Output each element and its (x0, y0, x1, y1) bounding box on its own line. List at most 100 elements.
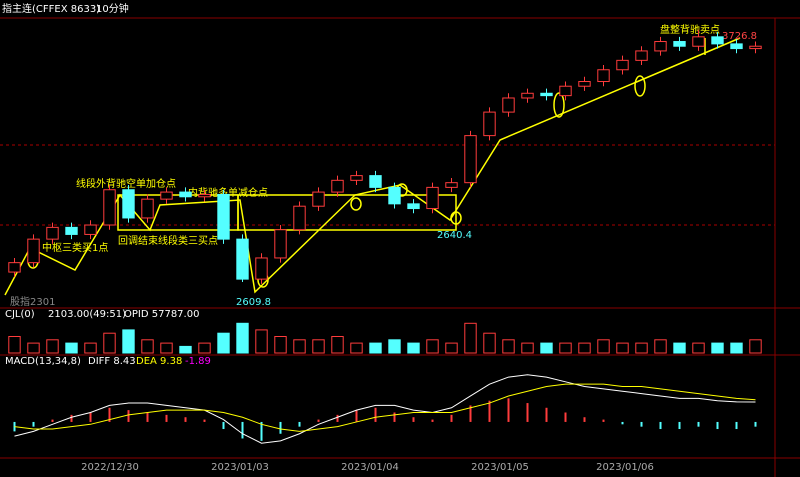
volume-bar (141, 339, 154, 354)
period[interactable]: 10分钟 (96, 2, 129, 15)
candle-body (369, 175, 382, 188)
contract-label: 股指2301 (10, 295, 55, 308)
candle-body (46, 226, 59, 240)
candle-body (407, 203, 420, 210)
volume-bar (730, 342, 743, 354)
volume-bar (654, 339, 667, 354)
volume-bar (369, 342, 382, 354)
candle-body (502, 97, 515, 113)
candle-body (350, 175, 363, 181)
price-label: 2640.4 (437, 230, 472, 241)
candle-body (331, 179, 344, 193)
volume-bar (293, 339, 306, 354)
candle-body (426, 186, 439, 210)
volume-bar (350, 342, 363, 354)
candle-body (464, 135, 477, 184)
volume-bar (521, 342, 534, 354)
candle-body (616, 59, 629, 71)
candle-body (312, 191, 325, 207)
volume-header: 2103.00(49:51) (48, 309, 126, 320)
candle-body (597, 69, 610, 83)
candle-body (692, 36, 705, 47)
candle-body (255, 257, 268, 280)
volume-bar (255, 329, 268, 354)
candle-body (293, 205, 306, 231)
candle-body (217, 193, 230, 240)
candle-body (122, 189, 135, 219)
price-label: 2609.8 (236, 297, 271, 308)
volume-bar (692, 342, 705, 354)
volume-bar (540, 342, 553, 354)
volume-bar (236, 322, 249, 354)
volume-bar (331, 336, 344, 354)
candle-body (179, 191, 192, 198)
annotation: 回调结束线段类三买点 (118, 234, 218, 247)
volume-bar (502, 339, 515, 354)
candle-body (141, 198, 154, 219)
candle-body (749, 45, 762, 50)
candle-body (730, 43, 743, 50)
candle-body (521, 92, 534, 99)
volume-bar (122, 329, 135, 354)
top-bar (0, 0, 800, 18)
volume-bar (46, 339, 59, 354)
candle-body (711, 36, 724, 45)
date-label: 2023/01/04 (341, 462, 399, 473)
candle-body (27, 238, 40, 264)
candle-body (65, 226, 78, 235)
volume-header: CJL(0) (5, 309, 35, 320)
volume-bar (8, 336, 21, 354)
volume-bar (445, 342, 458, 354)
symbol: 指主连(CFFEX 8633) (2, 2, 100, 15)
volume-bar (483, 332, 496, 354)
annotation: 线段外背驰空单加仓点 (76, 177, 176, 190)
volume-bar (711, 342, 724, 354)
volume-bar (559, 342, 572, 354)
candle-body (160, 191, 173, 200)
macd-diff-line (14, 374, 756, 444)
candle-body (635, 50, 648, 61)
candle-body (540, 92, 553, 97)
volume-bar (160, 342, 173, 354)
date-label: 2023/01/05 (471, 462, 529, 473)
candle-body (8, 262, 21, 273)
volume-bar (388, 339, 401, 354)
annotation: 盘整背驰卖点 (660, 23, 720, 36)
volume-bar (616, 342, 629, 354)
candle-body (673, 41, 686, 47)
macd-dea-line (14, 383, 756, 432)
date-label: 2023/01/06 (596, 462, 654, 473)
volume-bar (749, 339, 762, 354)
candle-body (103, 189, 116, 226)
volume-bar (673, 342, 686, 354)
macd-header: DIFF 8.43 (88, 356, 136, 367)
candle-body (84, 224, 97, 235)
analysis-drawings (4, 37, 741, 296)
candle-body (198, 193, 211, 198)
date-label: 2022/12/30 (81, 462, 139, 473)
volume-bar (407, 342, 420, 354)
volume-header: OPID 57787.00 (124, 309, 199, 320)
volume-bar (578, 342, 591, 354)
volume-bar (217, 332, 230, 354)
candle-body (483, 111, 496, 137)
macd-header: -1.89 (185, 356, 211, 367)
date-label: 2023/01/03 (211, 462, 269, 473)
volume-bar (27, 342, 40, 354)
volume-bar (635, 342, 648, 354)
volume-bar (426, 339, 439, 354)
candle-body (578, 81, 591, 87)
price-label: 3726.8 (722, 31, 757, 42)
candle-body (654, 41, 667, 52)
volume-bar (103, 332, 116, 354)
candle-body (559, 85, 572, 97)
volume-bar (312, 339, 325, 354)
macd-header: DEA 9.38 (136, 356, 182, 367)
candle-body (388, 186, 401, 205)
volume-bar (274, 336, 287, 354)
volume-bar (464, 322, 477, 354)
candle-body (236, 238, 249, 280)
volume-bar (179, 345, 192, 354)
volume-bar (198, 342, 211, 354)
